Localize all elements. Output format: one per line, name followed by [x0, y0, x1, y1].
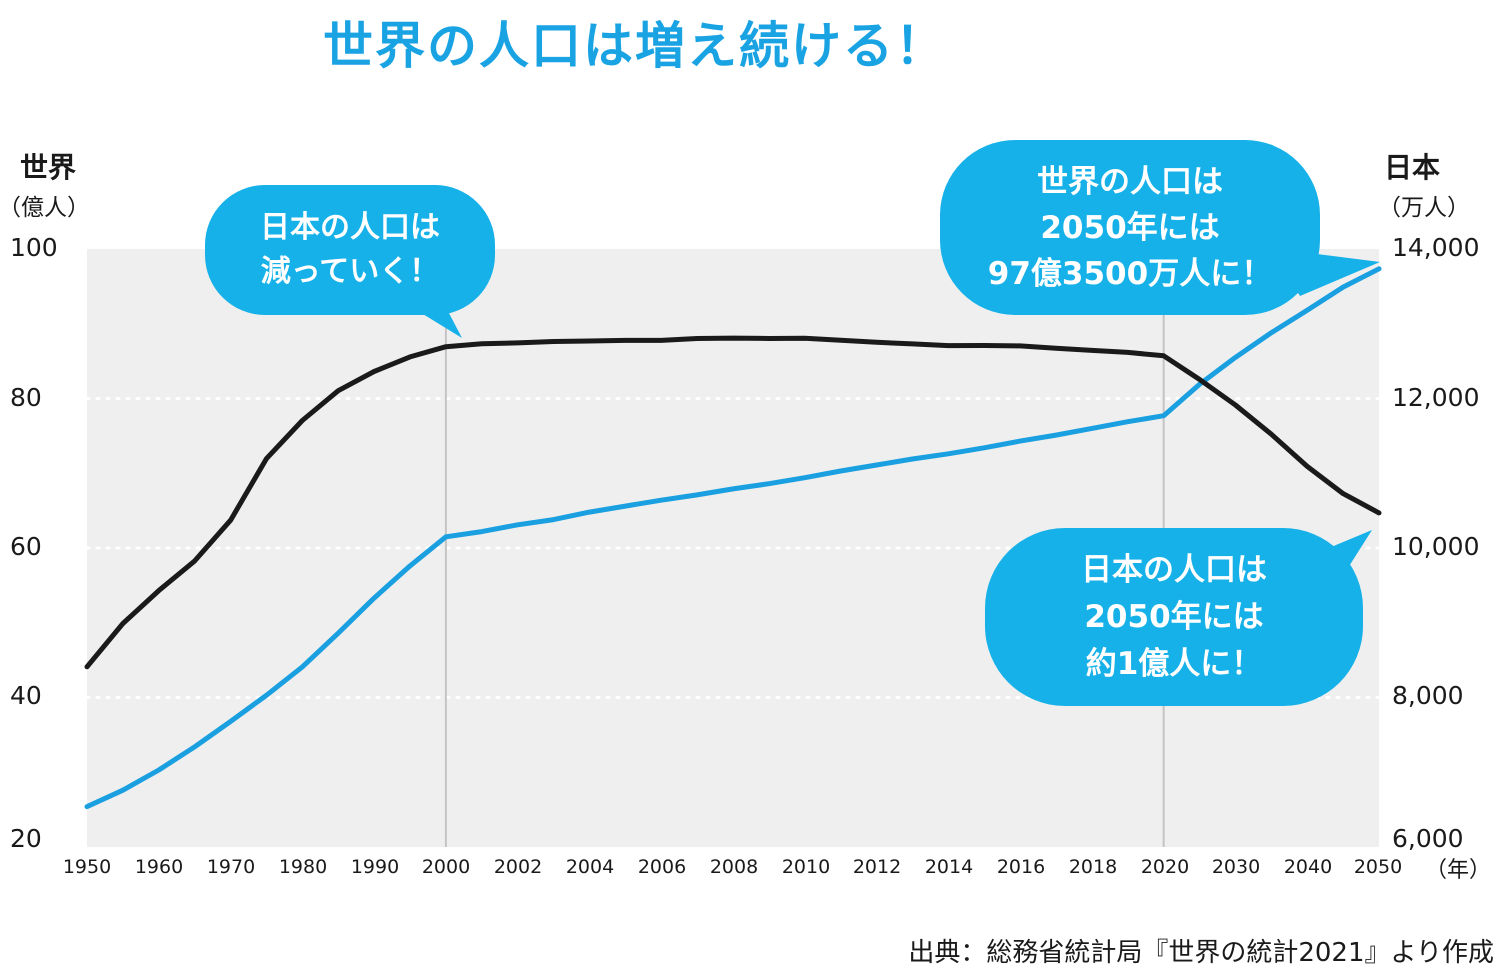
x-tick-label: 2012 — [852, 856, 902, 878]
right-tick-label: 6,000 — [1392, 824, 1464, 853]
callout-world-2050: 世界の人口は 2050年には 97億3500万人に！ — [940, 140, 1320, 315]
left-axis-head: 世界 — [20, 151, 77, 184]
x-tick-label: 2010 — [781, 856, 831, 878]
x-tick-label: 2000 — [421, 856, 471, 878]
x-tick-label: 1980 — [278, 856, 328, 878]
left-tick-label: 20 — [10, 824, 42, 853]
left-axis-unit: （億人） — [0, 195, 90, 221]
callout-line: 2050年には — [1084, 598, 1264, 635]
series-line-japan — [84, 335, 1382, 670]
x-tick-label: 1990 — [350, 856, 400, 878]
source-note: 出典：総務省統計局『世界の統計2021』より作成 — [908, 938, 1494, 968]
callout-japan-decline: 日本の人口は 減っていく！ — [205, 185, 495, 315]
callout-line: 2050年には — [1040, 209, 1220, 246]
left-tick-label: 80 — [10, 383, 42, 412]
chart-title: 世界の人口は増え続ける！ — [323, 17, 947, 75]
x-tick-label: 2004 — [565, 856, 615, 878]
callout-japan-2050: 日本の人口は 2050年には 約1億人に！ — [985, 528, 1363, 706]
x-tick-label: 2014 — [924, 856, 974, 878]
left-tick-label: 100 — [10, 233, 58, 262]
x-tick-label: 2020 — [1140, 856, 1190, 878]
left-tick-label: 40 — [10, 681, 42, 710]
x-tick-label: 2040 — [1283, 856, 1333, 878]
callout-line: 約1億人に！ — [1085, 645, 1263, 682]
x-unit-label: （年） — [1424, 858, 1491, 883]
x-tick-label: 2002 — [493, 856, 543, 878]
x-tick-label: 1950 — [62, 856, 112, 878]
x-tick-label: 2030 — [1211, 856, 1261, 878]
right-tick-label: 12,000 — [1392, 383, 1480, 412]
left-tick-label: 60 — [10, 532, 42, 561]
right-axis-head: 日本 — [1384, 151, 1441, 184]
right-tick-label: 10,000 — [1392, 532, 1480, 561]
x-tick-label: 2008 — [709, 856, 759, 878]
right-tick-label: 14,000 — [1392, 233, 1480, 262]
callout-line: 97億3500万人に！ — [987, 255, 1273, 292]
x-tick-label: 2050 — [1353, 856, 1403, 878]
x-tick-label: 1960 — [134, 856, 184, 878]
x-tick-label: 2016 — [996, 856, 1046, 878]
callout-line: 減っていく！ — [260, 254, 440, 289]
x-tick-label: 2018 — [1068, 856, 1118, 878]
right-axis-unit: （万人） — [1378, 195, 1470, 221]
x-tick-label: 1970 — [206, 856, 256, 878]
right-tick-label: 8,000 — [1392, 681, 1464, 710]
callout-line: 日本の人口は — [1081, 551, 1267, 588]
x-tick-label: 2006 — [637, 856, 687, 878]
series-line-world — [84, 266, 1382, 810]
callout-line: 日本の人口は — [260, 210, 440, 245]
callout-line: 世界の人口は — [1037, 163, 1223, 200]
